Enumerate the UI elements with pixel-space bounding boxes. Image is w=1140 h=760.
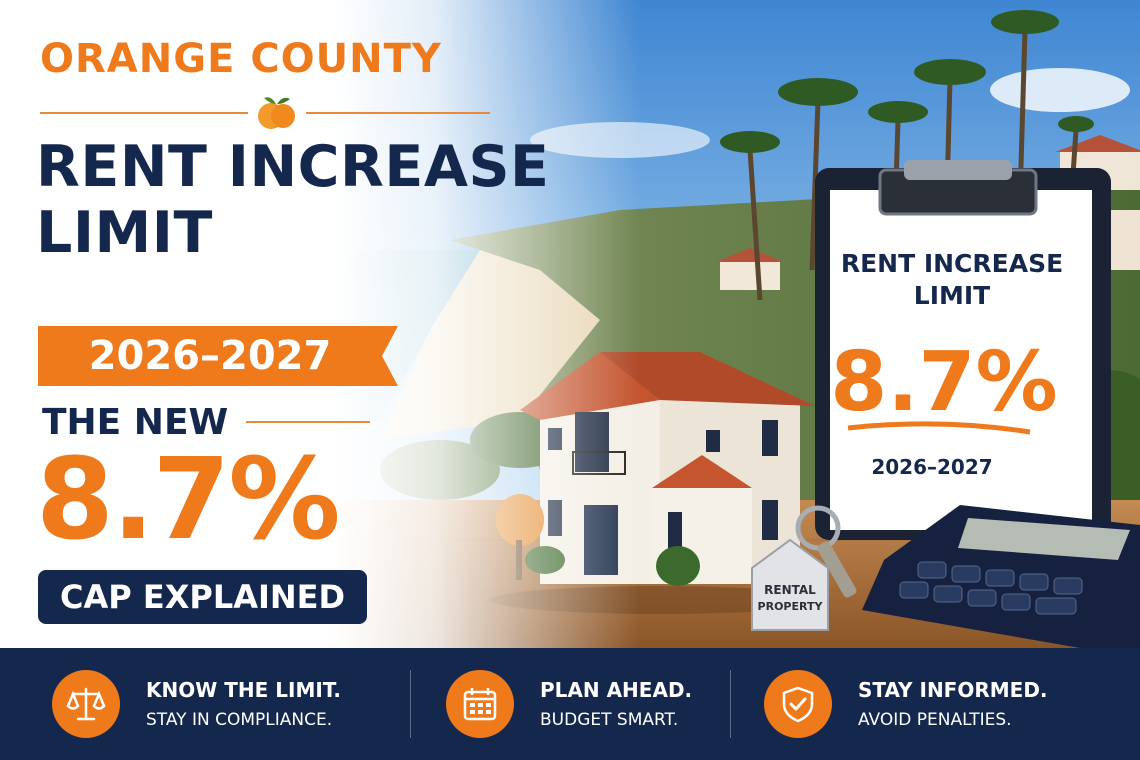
rule-left: [40, 112, 248, 114]
the-new-label: THE NEW: [42, 402, 229, 443]
feature-title: STAY INFORMED.: [858, 678, 1048, 702]
scales-icon: [52, 670, 120, 738]
calendar-icon: [446, 670, 514, 738]
feature-title: PLAN AHEAD.: [540, 678, 693, 702]
clipboard: [815, 160, 1111, 540]
feature-subtitle: BUDGET SMART.: [540, 710, 679, 730]
divider: [410, 670, 411, 738]
clipboard-line-2: LIMIT: [914, 281, 990, 310]
keys: [751, 505, 857, 631]
county-title: ORANGE COUNTY: [40, 36, 442, 82]
rule-right: [306, 112, 490, 114]
shield-check-icon: [764, 670, 832, 738]
title-line-1: RENT INCREASE: [36, 134, 550, 200]
keytag-line-2: PROPERTY: [758, 600, 824, 613]
keytag-line-1: RENTAL: [764, 583, 816, 597]
clipboard-line-1: RENT INCREASE: [841, 249, 1063, 278]
big-percent: 8.7%: [36, 435, 341, 565]
feature-subtitle: AVOID PENALTIES.: [858, 710, 1012, 730]
cap-explained-badge: CAP EXPLAINED: [38, 570, 368, 624]
clipboard-years: 2026–2027: [871, 455, 992, 479]
feature-title: KNOW THE LIMIT.: [146, 678, 341, 702]
title-line-2: LIMIT: [36, 200, 213, 266]
feature-bar: KNOW THE LIMIT. STAY IN COMPLIANCE.: [0, 648, 1140, 760]
year-banner: 2026–2027: [38, 326, 398, 386]
orange-fruit-icon: [258, 97, 295, 129]
text-backdrop: [0, 0, 640, 648]
main-title: RENT INCREASE LIMIT: [36, 134, 549, 266]
year-banner-text: 2026–2027: [88, 333, 332, 379]
rule-the-new: [246, 421, 370, 423]
feature-subtitle: STAY IN COMPLIANCE.: [146, 710, 333, 730]
ribbon-shape: [38, 326, 398, 386]
calculator: [862, 505, 1140, 648]
clipboard-text-layer: RENT INCREASE LIMIT 8.7% 2026–2027 RENTA…: [758, 249, 1064, 613]
divider: [730, 670, 731, 738]
clipboard-percent: 8.7%: [830, 335, 1057, 430]
